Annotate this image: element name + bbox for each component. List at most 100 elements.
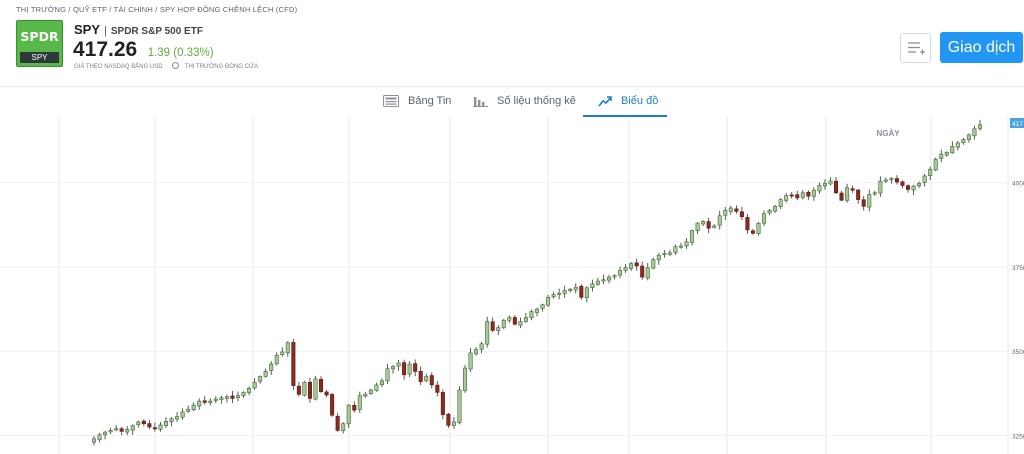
breadcrumb-item[interactable]: THỊ TRƯỜNG (16, 5, 67, 14)
candle-body-up (396, 362, 401, 367)
candle (922, 173, 927, 187)
candle-body-down (418, 371, 423, 382)
candle (479, 341, 484, 354)
candle-body-up (551, 294, 556, 298)
candle-body-down (745, 217, 750, 231)
candle (435, 381, 440, 397)
candle (839, 190, 844, 202)
candle-body-up (690, 230, 695, 243)
tab-chart-label: Biểu đồ (621, 95, 659, 107)
candle-body-up (623, 267, 628, 271)
interval-label[interactable]: NGÀY (876, 129, 900, 138)
candle (546, 294, 551, 308)
instrument-name: SPDR S&P 500 ETF (110, 26, 203, 37)
candle-body-up (618, 270, 623, 276)
candle (379, 378, 384, 388)
candle-body-up (867, 194, 872, 208)
candle (618, 266, 623, 279)
candle (507, 315, 512, 323)
candle-body-up (584, 287, 589, 298)
candle (889, 176, 894, 184)
candle (363, 391, 368, 398)
candle-body-down (440, 392, 445, 415)
candle-body-up (872, 192, 877, 195)
candle-body-up (595, 280, 600, 285)
candle-body-up (385, 368, 390, 382)
candle (784, 192, 789, 203)
tab-chart[interactable]: Biểu đồ (583, 87, 667, 117)
candle-body-up (108, 430, 113, 433)
candle-body-up (97, 434, 102, 440)
breadcrumb-item[interactable]: TÀI CHÍNH (113, 5, 153, 14)
candle (767, 208, 772, 216)
candle-body-up (828, 180, 833, 185)
breadcrumb-item[interactable]: QUỸ ETF (73, 5, 107, 14)
candle (291, 338, 296, 391)
candle (191, 402, 196, 412)
candle (429, 372, 434, 389)
candle (856, 188, 861, 204)
candle (197, 398, 202, 410)
candle-body-up (845, 187, 850, 201)
candle-body-down (324, 391, 329, 396)
candle-body-down (795, 194, 800, 199)
candle-body-up (379, 380, 384, 386)
candle (141, 419, 146, 427)
candle (114, 425, 119, 432)
breadcrumb-separator: / (68, 5, 71, 14)
candle (280, 347, 285, 357)
candle-body-up (407, 363, 412, 375)
candle-body-up (424, 376, 429, 382)
price-note: GIÁ THEO NASDAQ BẰNG USD (74, 64, 163, 70)
candle (950, 141, 955, 154)
candle (335, 412, 340, 432)
last-price-tag: 417 (1010, 118, 1024, 128)
tab-statistics[interactable]: Số liệu thống kê (473, 87, 576, 117)
candle (883, 177, 888, 183)
instrument-header: SPY | SPDR S&P 500 ETF (74, 21, 203, 39)
candle (961, 138, 966, 145)
candle (474, 346, 479, 356)
candle (678, 242, 683, 249)
candle (269, 361, 274, 375)
candle-body-up (762, 213, 767, 224)
candle-body-up (889, 178, 894, 181)
candle (667, 249, 672, 257)
candle (739, 206, 744, 221)
candle (407, 361, 412, 378)
candle (878, 176, 883, 197)
chart-trend-icon (598, 96, 612, 107)
candle-body-up (723, 210, 728, 216)
candle (274, 352, 279, 366)
candle (402, 359, 407, 380)
price-change: 1.39 (0.33%) (147, 47, 214, 59)
candle-body-up (767, 210, 772, 214)
candle (894, 175, 899, 185)
candle (529, 309, 534, 321)
price-chart[interactable]: NGÀY 4000375035003250 417 ▾ (0, 117, 1024, 454)
candle-body-up (103, 431, 108, 436)
candle-body-up (800, 192, 805, 198)
candle-body-up (368, 389, 373, 394)
candle (562, 285, 567, 298)
candle (606, 274, 612, 284)
candle (645, 263, 650, 281)
header-divider (0, 86, 1024, 87)
candle (828, 177, 833, 186)
tab-news[interactable]: Bảng Tin (383, 87, 451, 117)
candle-body-up (501, 319, 506, 328)
add-to-watchlist-button[interactable] (900, 33, 931, 63)
candle-body-up (341, 423, 346, 431)
candle (119, 426, 124, 436)
candle (485, 316, 490, 348)
candle-body-down (850, 188, 855, 191)
candle (152, 422, 157, 432)
trade-button[interactable]: Giao dịch (940, 32, 1023, 63)
candle (302, 380, 307, 397)
candle-body-down (894, 178, 899, 183)
candle-body-up (717, 215, 722, 226)
candle-body-up (911, 185, 916, 191)
candle (717, 210, 722, 230)
candle (446, 412, 451, 428)
candle (977, 119, 983, 131)
